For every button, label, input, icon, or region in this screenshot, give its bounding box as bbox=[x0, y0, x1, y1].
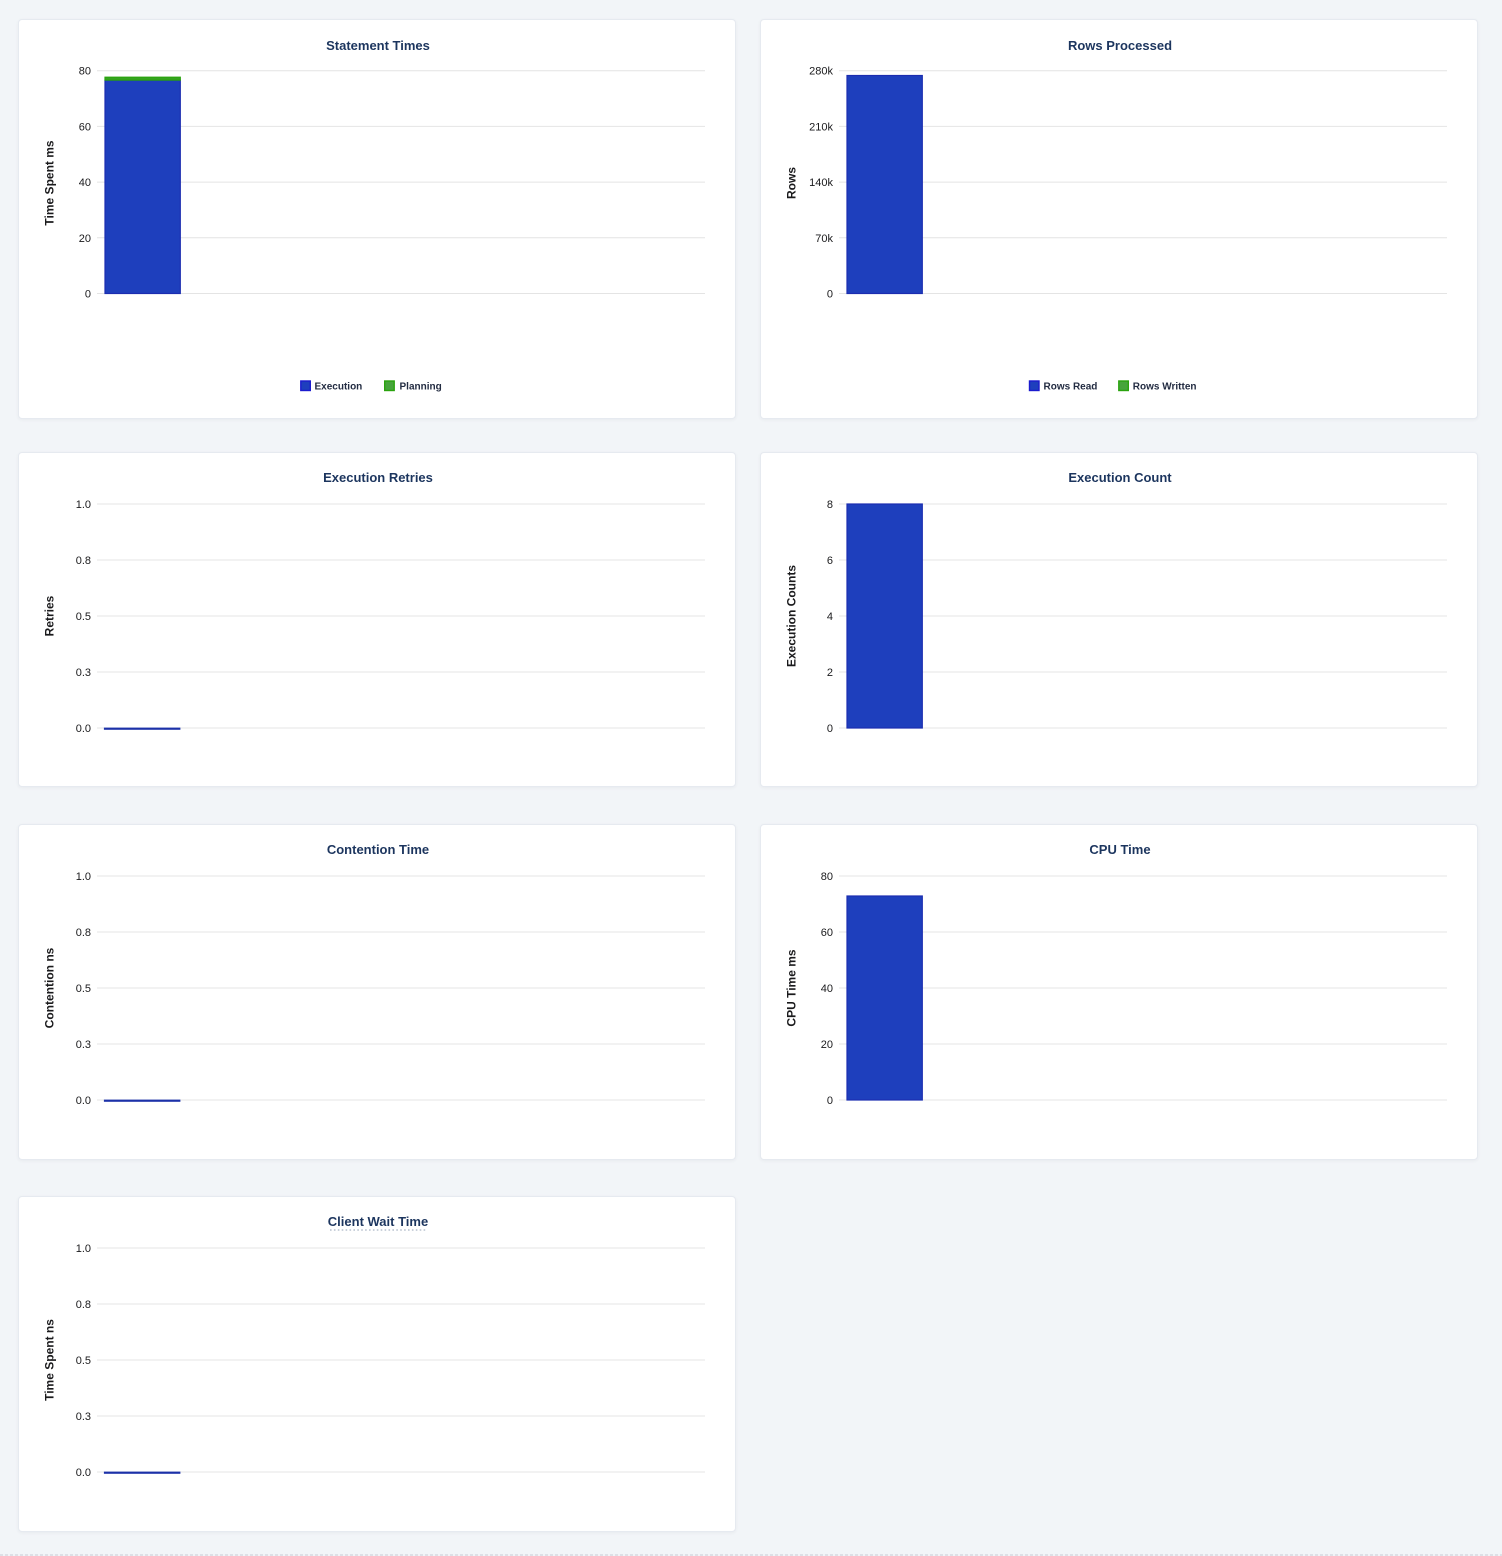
svg-text:80: 80 bbox=[821, 871, 833, 883]
svg-text:Execution Counts: Execution Counts bbox=[785, 565, 799, 667]
svg-text:0.0: 0.0 bbox=[76, 1467, 91, 1479]
svg-text:280k: 280k bbox=[809, 66, 833, 78]
svg-text:140k: 140k bbox=[809, 177, 833, 189]
svg-text:4: 4 bbox=[827, 611, 833, 623]
svg-text:40: 40 bbox=[821, 983, 833, 995]
svg-text:0.5: 0.5 bbox=[76, 611, 91, 623]
svg-text:Client Wait Time: Client Wait Time bbox=[328, 1214, 428, 1229]
svg-text:Rows: Rows bbox=[785, 167, 799, 199]
svg-text:0: 0 bbox=[827, 723, 833, 735]
svg-text:80: 80 bbox=[79, 66, 91, 78]
svg-text:6: 6 bbox=[827, 555, 833, 567]
svg-text:8: 8 bbox=[827, 499, 833, 511]
svg-text:0.5: 0.5 bbox=[76, 1355, 91, 1367]
svg-text:210k: 210k bbox=[809, 121, 833, 133]
svg-text:0.3: 0.3 bbox=[76, 667, 91, 679]
svg-text:Contention ns: Contention ns bbox=[43, 947, 57, 1028]
svg-text:Execution Count: Execution Count bbox=[1068, 470, 1172, 485]
svg-text:0.8: 0.8 bbox=[76, 555, 91, 567]
svg-text:0.3: 0.3 bbox=[76, 1411, 91, 1423]
svg-text:70k: 70k bbox=[815, 233, 833, 245]
svg-text:Execution: Execution bbox=[315, 382, 363, 393]
svg-text:Time Spent ns: Time Spent ns bbox=[43, 1319, 57, 1401]
svg-text:CPU Time: CPU Time bbox=[1089, 842, 1150, 857]
svg-text:20: 20 bbox=[79, 233, 91, 245]
svg-text:1.0: 1.0 bbox=[76, 871, 91, 883]
svg-text:Planning: Planning bbox=[400, 382, 442, 393]
svg-text:0: 0 bbox=[827, 1095, 833, 1107]
svg-text:40: 40 bbox=[79, 177, 91, 189]
svg-text:0.3: 0.3 bbox=[76, 1039, 91, 1051]
svg-text:Time Spent ms: Time Spent ms bbox=[43, 140, 57, 225]
svg-text:0.5: 0.5 bbox=[76, 983, 91, 995]
svg-text:60: 60 bbox=[821, 927, 833, 939]
svg-text:Statement Times: Statement Times bbox=[326, 38, 430, 53]
svg-text:Contention Time: Contention Time bbox=[327, 842, 429, 857]
svg-text:Execution Retries: Execution Retries bbox=[323, 470, 433, 485]
svg-text:1.0: 1.0 bbox=[76, 499, 91, 511]
svg-text:0: 0 bbox=[827, 289, 833, 301]
svg-text:0.8: 0.8 bbox=[76, 927, 91, 939]
svg-text:60: 60 bbox=[79, 121, 91, 133]
svg-text:Rows Read: Rows Read bbox=[1044, 382, 1098, 393]
svg-text:2: 2 bbox=[827, 667, 833, 679]
svg-text:Rows Written: Rows Written bbox=[1133, 382, 1197, 393]
svg-text:Retries: Retries bbox=[43, 595, 57, 636]
svg-text:1.0: 1.0 bbox=[76, 1243, 91, 1255]
svg-text:CPU Time ms: CPU Time ms bbox=[785, 949, 799, 1026]
svg-text:20: 20 bbox=[821, 1039, 833, 1051]
svg-text:0.0: 0.0 bbox=[76, 1095, 91, 1107]
svg-text:Rows Processed: Rows Processed bbox=[1068, 38, 1172, 53]
svg-text:0.8: 0.8 bbox=[76, 1299, 91, 1311]
svg-text:0.0: 0.0 bbox=[76, 723, 91, 735]
svg-text:0: 0 bbox=[85, 289, 91, 301]
